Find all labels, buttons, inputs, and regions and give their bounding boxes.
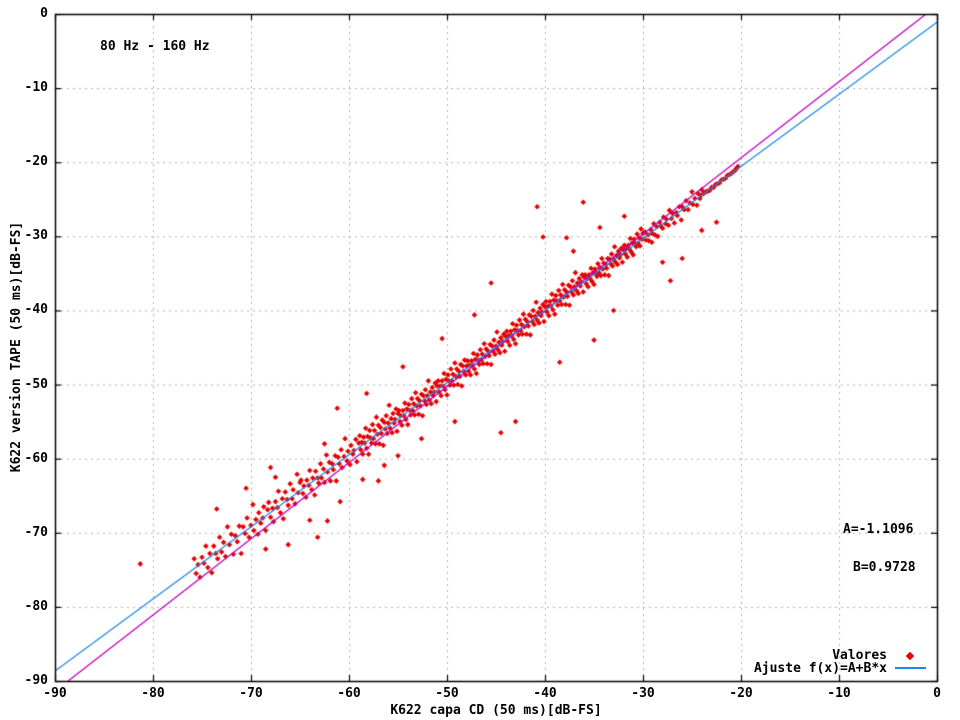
y-tick-label: -50 xyxy=(24,376,48,392)
x-tick-label: -60 xyxy=(337,686,361,701)
legend-label-ajuste: Ajuste f(x)=A+B*x xyxy=(753,661,887,676)
x-tick-label: 0 xyxy=(933,686,941,701)
x-tick-label: -80 xyxy=(141,686,165,701)
fit-slope-text: B=0.9728 xyxy=(853,560,916,575)
x-axis-label: K622 capa CD (50 ms)[dB-FS] xyxy=(390,703,602,718)
x-tick-label: -90 xyxy=(43,686,67,701)
legend-label-valores: Valores xyxy=(832,648,887,663)
plot-annotation: 80 Hz - 160 Hz xyxy=(100,39,210,54)
fit-intercept-text: A=-1.1096 xyxy=(843,522,914,537)
y-tick-label: -90 xyxy=(24,673,48,688)
y-tick-label: -30 xyxy=(24,228,48,244)
x-tick-label: -10 xyxy=(827,686,851,701)
x-tick-label: -50 xyxy=(435,686,459,701)
y-tick-label: -80 xyxy=(24,598,48,614)
x-tick-label: -70 xyxy=(239,686,263,701)
y-tick-label: -40 xyxy=(24,302,48,318)
y-tick-label: -10 xyxy=(24,80,48,96)
y-tick-label: -70 xyxy=(24,524,48,540)
x-tick-label: -20 xyxy=(729,686,753,701)
y-tick-label: -20 xyxy=(24,154,48,170)
y-tick-label: -60 xyxy=(24,450,48,466)
y-tick-label: 0 xyxy=(40,6,48,21)
x-tick-label: -40 xyxy=(533,686,557,701)
x-tick-label: -30 xyxy=(631,686,655,701)
legend-line-sample xyxy=(895,667,926,669)
y-axis-label: K622 version TAPE (50 ms)[dB-FS] xyxy=(9,221,24,473)
